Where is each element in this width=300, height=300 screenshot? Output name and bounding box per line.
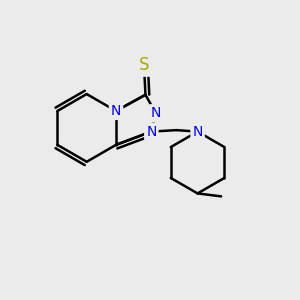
Text: N: N [151, 106, 161, 120]
Text: N: N [111, 104, 121, 118]
Text: N: N [146, 124, 157, 139]
Text: N: N [192, 124, 203, 139]
Text: S: S [139, 56, 149, 74]
